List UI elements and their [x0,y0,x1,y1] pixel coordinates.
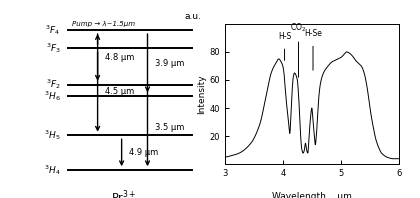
Text: 4.8 μm: 4.8 μm [105,53,134,62]
Text: $^3H_6$: $^3H_6$ [44,89,60,103]
Text: CO$_2$: CO$_2$ [290,21,307,34]
Text: $^3H_5$: $^3H_5$ [44,129,60,142]
Text: $^3F_3$: $^3F_3$ [46,41,60,55]
Text: $^3F_4$: $^3F_4$ [45,23,60,37]
Text: H-Se: H-Se [304,29,322,38]
Text: $^3H_4$: $^3H_4$ [44,163,60,177]
Text: 3.5 μm: 3.5 μm [155,123,184,132]
Text: 3.9 μm: 3.9 μm [155,59,184,68]
Y-axis label: Intensity: Intensity [197,74,207,114]
Text: $^3F_2$: $^3F_2$ [46,78,60,91]
Text: a.u.: a.u. [185,12,202,21]
Text: 4.5 μm: 4.5 μm [105,88,134,96]
Text: Wavelength    μm: Wavelength μm [272,192,352,198]
Text: Pr$^{3+}$: Pr$^{3+}$ [111,188,136,198]
Text: H-S: H-S [278,32,291,41]
Text: 4.9 μm: 4.9 μm [129,148,158,157]
Text: Pump → λ~1.5μm: Pump → λ~1.5μm [72,21,135,27]
